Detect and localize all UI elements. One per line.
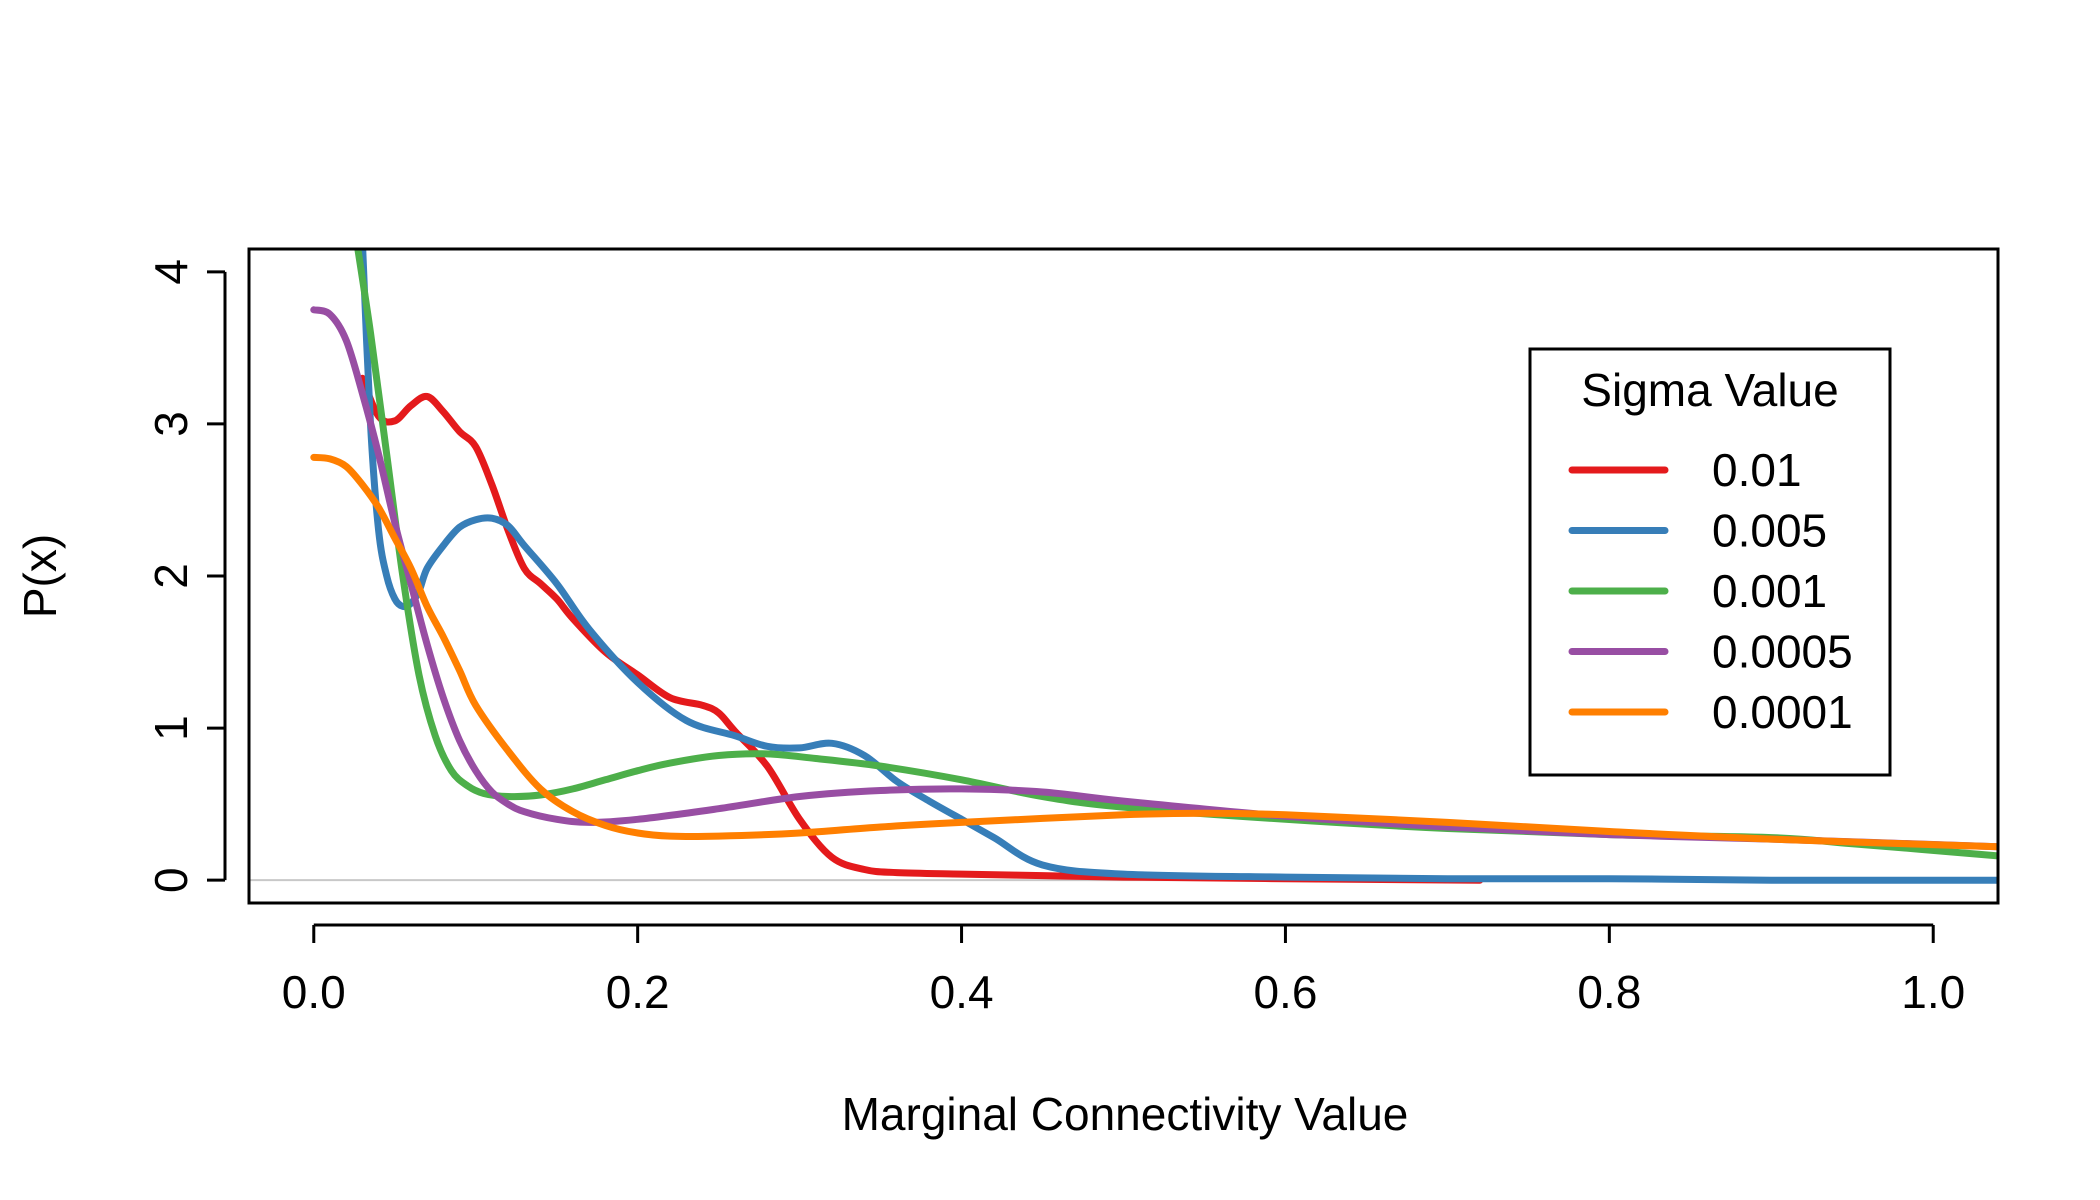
x-tick-label: 0.8	[1577, 966, 1641, 1018]
x-axis-title: Marginal Connectivity Value	[842, 1088, 1409, 1140]
legend-title: Sigma Value	[1581, 364, 1838, 416]
y-tick-label: 4	[145, 259, 197, 285]
x-tick-label: 0.4	[930, 966, 994, 1018]
legend-label: 0.005	[1712, 505, 1827, 557]
plot-frame	[247, 247, 2000, 905]
y-tick-label: 3	[145, 411, 197, 437]
y-axis: 0 1 2 3 4	[145, 259, 227, 893]
x-tick-label: 0.6	[1253, 966, 1317, 1018]
series-layer	[310, 249, 1998, 884]
y-tick-label: 1	[145, 715, 197, 741]
legend-entries: 0.01 0.005 0.001 0.0005 0.0001	[1568, 444, 1853, 738]
series-line-0-0001	[310, 453, 1998, 851]
y-tick-label: 0	[145, 867, 197, 893]
legend-label: 0.01	[1712, 444, 1802, 496]
legend-label: 0.0001	[1712, 686, 1853, 738]
x-tick-label: 1.0	[1901, 966, 1965, 1018]
y-axis-title: P(x)	[14, 534, 66, 618]
legend-label: 0.0005	[1712, 626, 1853, 678]
series-line-0-01	[358, 374, 1484, 884]
legend-label: 0.001	[1712, 565, 1827, 617]
legend-box	[1528, 347, 1892, 777]
y-tick-label: 2	[145, 563, 197, 589]
x-tick-label: 0.2	[606, 966, 670, 1018]
x-tick-label: 0.0	[282, 966, 346, 1018]
legend: Sigma Value 0.01 0.005 0.001 0.0005 0.0001	[1528, 347, 1892, 777]
x-axis: 0.0 0.2 0.4 0.6 0.8 1.0	[282, 923, 1965, 1018]
